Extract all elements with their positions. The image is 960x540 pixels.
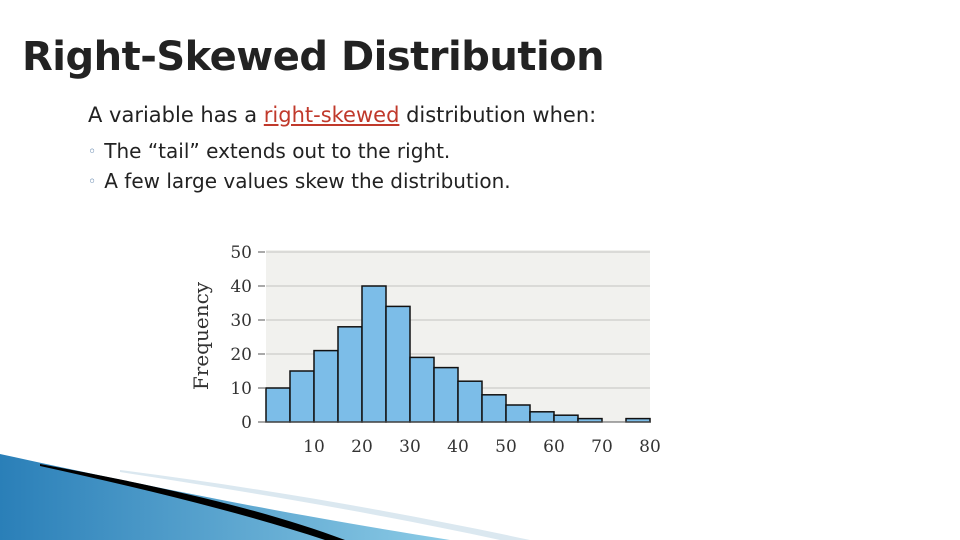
slide-title: Right-Skewed Distribution (22, 34, 605, 80)
histogram-bar (265, 387, 291, 423)
histogram-bar (553, 414, 579, 423)
x-tick-label: 60 (543, 437, 565, 457)
bullet-item: ◦ A few large values skew the distributio… (88, 169, 511, 193)
histogram-bar (577, 417, 603, 423)
intro-keyword: right-skewed (263, 103, 400, 127)
y-tick-label: 0 (241, 413, 252, 433)
bars (265, 285, 651, 423)
x-tick-label: 40 (447, 437, 469, 457)
x-tick-label: 50 (495, 437, 517, 457)
x-tick-labels: 10 20 30 40 50 60 70 80 (303, 437, 661, 457)
histogram-bar (337, 326, 363, 423)
x-tick-label: 20 (351, 437, 373, 457)
histogram-bar (457, 380, 483, 423)
y-tick-label: 50 (230, 243, 252, 263)
bullet-ring-icon: ◦ (88, 144, 97, 160)
intro-after: distribution when: (399, 103, 597, 127)
histogram-bar (289, 370, 315, 423)
x-tick-label: 80 (639, 437, 661, 457)
bullet-ring-icon: ◦ (88, 174, 97, 190)
y-tick-label: 30 (230, 311, 252, 331)
histogram-bar (625, 417, 651, 423)
y-tick-label: 10 (230, 379, 252, 399)
bullet-text: The “tail” extends out to the right. (104, 139, 451, 163)
histogram-bar (505, 404, 531, 423)
histogram-bar (361, 285, 387, 423)
histogram-bar (409, 356, 435, 423)
y-tick-label: 20 (230, 345, 252, 365)
histogram-chart: 0 10 20 30 40 50 10 20 30 40 50 60 70 80 Frequency (189, 243, 661, 457)
swoosh-light (120, 470, 530, 540)
decorative-swoosh (0, 454, 530, 540)
swoosh-black (40, 464, 345, 540)
y-tick-label: 40 (230, 277, 252, 297)
histogram-bar (385, 305, 411, 423)
swoosh-blue (0, 454, 450, 540)
bullet-text: A few large values skew the distribution… (104, 169, 511, 193)
y-tick-labels: 0 10 20 30 40 50 (230, 243, 252, 433)
x-tick-label: 10 (303, 437, 325, 457)
bullet-item: ◦ The “tail” extends out to the right. (88, 139, 450, 163)
histogram-bar (313, 349, 339, 423)
y-tick-marks (258, 251, 265, 423)
y-axis-label: Frequency (189, 281, 213, 390)
x-tick-label: 70 (591, 437, 613, 457)
histogram-bar (529, 411, 555, 423)
x-tick-label: 30 (399, 437, 421, 457)
intro-before: A variable has a (88, 103, 264, 127)
intro-text: A variable has a right-skewed distributi… (88, 103, 596, 127)
histogram-bar (481, 394, 507, 423)
histogram-bar (433, 366, 459, 423)
